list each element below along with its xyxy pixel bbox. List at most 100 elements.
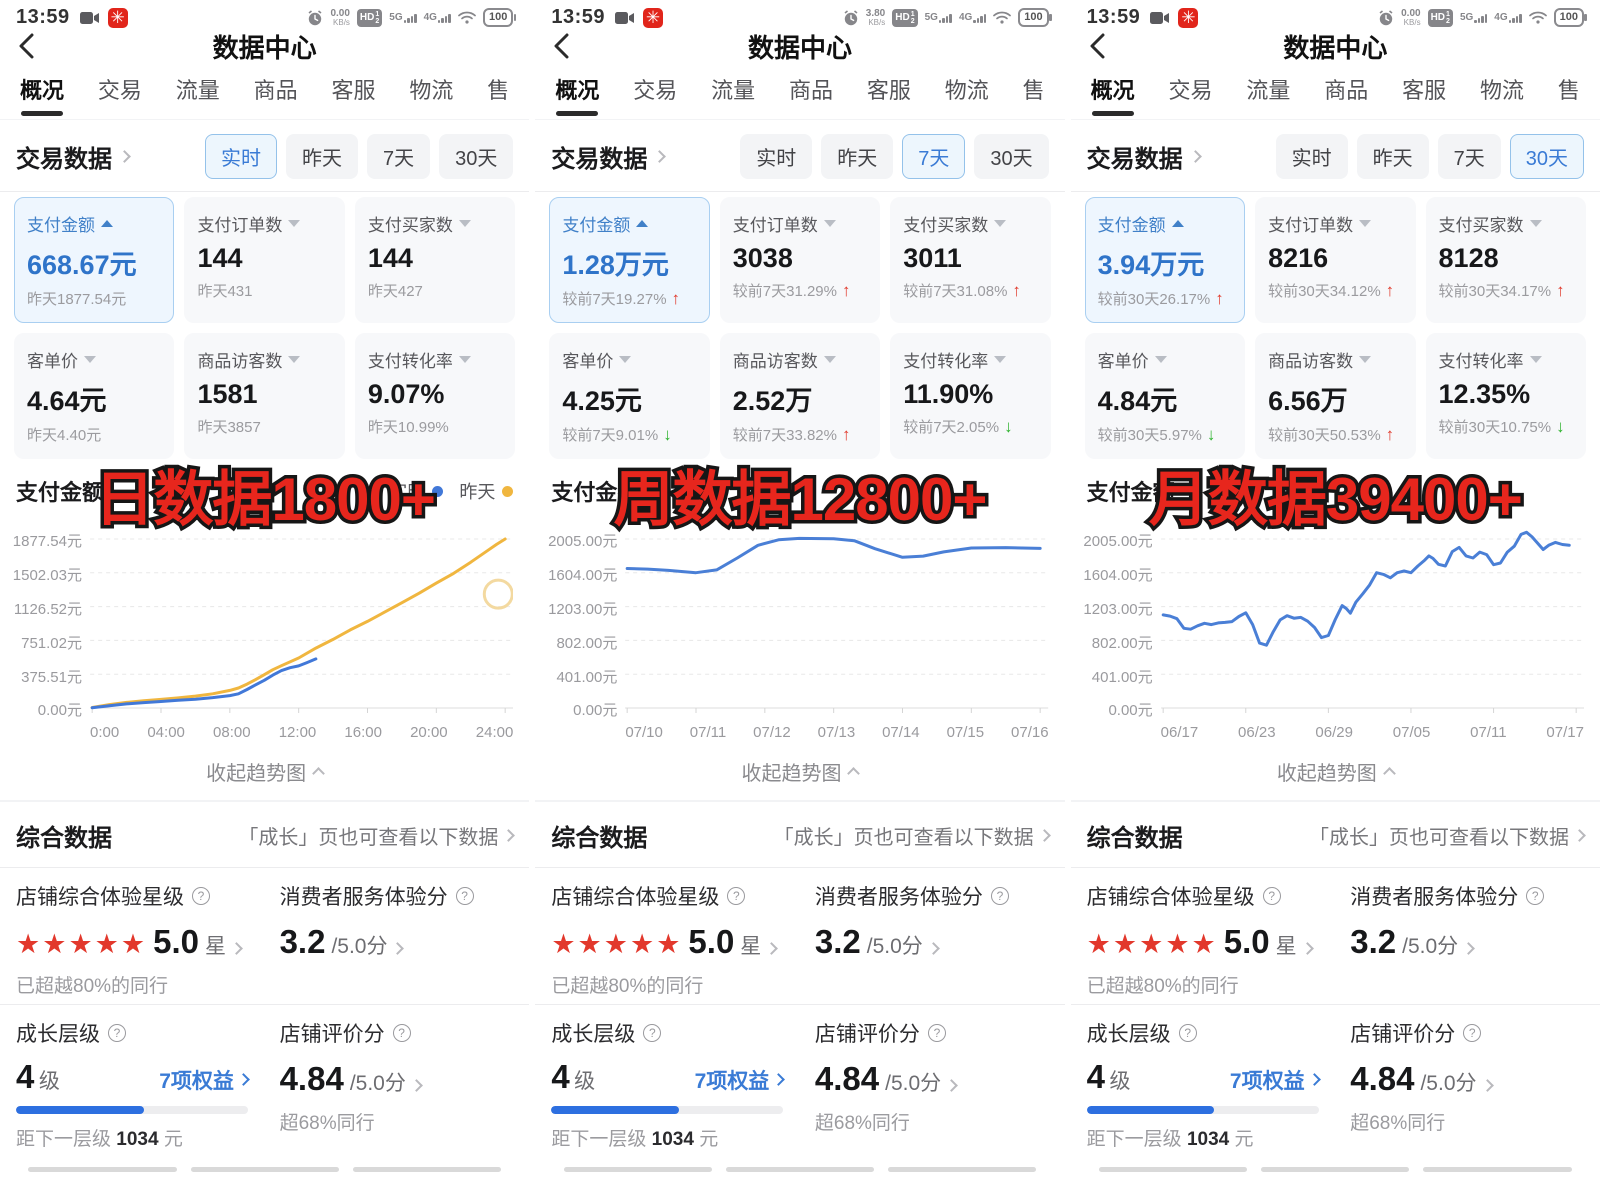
metric-card[interactable]: 支付转化率 9.07% 昨天10.99%	[354, 333, 516, 460]
help-icon[interactable]	[392, 1023, 411, 1042]
tab-商品[interactable]: 商品	[1324, 78, 1369, 103]
filter-30天[interactable]: 30天	[1509, 134, 1584, 180]
benefits-link[interactable]: 7项权益	[159, 1065, 250, 1095]
filter-昨天[interactable]: 昨天	[821, 134, 894, 180]
chevron-right-icon[interactable]	[391, 942, 405, 955]
metric-card[interactable]: 支付订单数 8216 较前30天34.12% ↑	[1255, 197, 1416, 324]
tab-售[interactable]: 售	[1022, 78, 1045, 103]
tab-交易[interactable]: 交易	[633, 78, 678, 103]
tab-客服[interactable]: 客服	[1402, 78, 1447, 103]
metric-card[interactable]: 支付订单数 3038 较前7天31.29% ↑	[719, 197, 881, 324]
metric-card[interactable]: 商品访客数 2.52万 较前7天33.82% ↑	[719, 333, 881, 460]
shop-star-metric: 店铺综合体验星级 ★★★★★ 5.0 星 已超越80%的同行	[551, 881, 815, 998]
benefits-link[interactable]: 7项权益	[1230, 1065, 1321, 1095]
metric-card[interactable]: 支付转化率 12.35% 较前30天10.75% ↓	[1425, 333, 1586, 460]
benefits-link[interactable]: 7项权益	[695, 1065, 786, 1095]
help-icon[interactable]	[455, 886, 474, 905]
tab-交易[interactable]: 交易	[97, 78, 142, 103]
collapse-trend-button[interactable]: 收起趋势图	[16, 741, 513, 800]
growth-level-metric: 成长层级 4 级 7项权益 距下一层级 1034 元	[551, 1018, 815, 1151]
metric-card[interactable]: 支付金额 668.67元 昨天1877.54元	[14, 197, 175, 324]
filter-实时[interactable]: 实时	[740, 134, 813, 180]
chevron-right-icon[interactable]	[409, 1079, 423, 1092]
legend-dot-icon	[502, 485, 514, 497]
service-value: 3.2	[279, 922, 326, 960]
chevron-right-icon	[502, 828, 516, 842]
metric-card[interactable]: 商品访客数 1581 昨天3857	[184, 333, 345, 460]
metric-card[interactable]: 支付买家数 3011 较前7天31.08% ↑	[890, 197, 1051, 324]
back-button[interactable]	[553, 29, 587, 63]
filter-实时[interactable]: 实时	[204, 134, 277, 180]
help-icon[interactable]	[927, 1023, 946, 1042]
tab-流量[interactable]: 流量	[175, 78, 220, 103]
metric-card[interactable]: 支付转化率 11.90% 较前7天2.05% ↓	[890, 333, 1051, 460]
chevron-right-icon[interactable]	[926, 942, 940, 955]
filter-昨天[interactable]: 昨天	[285, 134, 358, 180]
tab-流量[interactable]: 流量	[711, 78, 756, 103]
growth-page-link[interactable]: 「成长」页也可查看以下数据	[1309, 821, 1586, 850]
sort-caret-icon	[1529, 220, 1542, 228]
tab-概况[interactable]: 概况	[20, 73, 64, 116]
chevron-right-icon[interactable]	[945, 1079, 959, 1092]
tab-售[interactable]: 售	[1557, 78, 1580, 103]
chevron-right-icon	[772, 1073, 786, 1087]
metric-card[interactable]: 支付金额 3.94万元 较前30天26.17% ↑	[1084, 197, 1246, 324]
help-icon[interactable]	[192, 886, 210, 905]
help-icon[interactable]	[1526, 886, 1545, 905]
metric-card[interactable]: 商品访客数 6.56万 较前30天50.53% ↑	[1255, 333, 1416, 460]
tab-商品[interactable]: 商品	[253, 78, 298, 103]
metric-card[interactable]: 支付买家数 8128 较前30天34.17% ↑	[1425, 197, 1586, 324]
tab-售[interactable]: 售	[487, 78, 510, 103]
hd-call-icon: HD 1 2	[356, 8, 383, 27]
trend-arrow-icon: ↓	[1206, 424, 1216, 444]
filter-昨天[interactable]: 昨天	[1356, 134, 1429, 180]
chevron-right-icon[interactable]	[1300, 942, 1314, 955]
help-icon[interactable]	[990, 886, 1009, 905]
tab-流量[interactable]: 流量	[1246, 78, 1291, 103]
status-time: 13:59	[551, 6, 605, 28]
help-icon[interactable]	[643, 1023, 662, 1042]
help-icon[interactable]	[1178, 1023, 1197, 1042]
growth-page-link[interactable]: 「成长」页也可查看以下数据	[238, 821, 516, 850]
back-button[interactable]	[1089, 29, 1123, 63]
help-icon[interactable]	[727, 886, 746, 905]
metric-card[interactable]: 支付买家数 144 昨天427	[354, 197, 516, 324]
chevron-right-icon[interactable]	[765, 942, 779, 955]
help-icon[interactable]	[1262, 886, 1281, 905]
metric-compare: 昨天427	[367, 283, 423, 301]
growth-page-link[interactable]: 「成长」页也可查看以下数据	[774, 821, 1051, 850]
tab-客服[interactable]: 客服	[866, 78, 911, 103]
back-button[interactable]	[18, 29, 52, 63]
metric-card[interactable]: 支付订单数 144 昨天431	[184, 197, 345, 324]
tab-物流[interactable]: 物流	[944, 78, 989, 103]
collapse-trend-button[interactable]: 收起趋势图	[1087, 741, 1584, 800]
filter-7天[interactable]: 7天	[1437, 134, 1501, 180]
tab-物流[interactable]: 物流	[409, 78, 454, 103]
filter-7天[interactable]: 7天	[902, 134, 966, 180]
collapse-trend-button[interactable]: 收起趋势图	[551, 741, 1048, 800]
tab-客服[interactable]: 客服	[331, 78, 376, 103]
tab-概况[interactable]: 概况	[555, 73, 599, 116]
trade-data-title[interactable]: 交易数据	[551, 146, 648, 174]
filter-7天[interactable]: 7天	[366, 134, 431, 180]
chevron-right-icon[interactable]	[230, 942, 243, 955]
filter-实时[interactable]: 实时	[1275, 134, 1348, 180]
tab-交易[interactable]: 交易	[1168, 78, 1213, 103]
metric-card[interactable]: 客单价 4.84元 较前30天5.97% ↓	[1084, 333, 1246, 460]
service-value: 3.2	[814, 922, 861, 960]
metric-card[interactable]: 客单价 4.64元 昨天4.40元	[14, 333, 175, 460]
tab-概况[interactable]: 概况	[1091, 73, 1135, 116]
chevron-right-icon[interactable]	[1480, 1079, 1494, 1092]
chevron-right-icon[interactable]	[1462, 942, 1476, 955]
filter-30天[interactable]: 30天	[974, 134, 1049, 180]
tab-物流[interactable]: 物流	[1480, 78, 1525, 103]
trade-data-title[interactable]: 交易数据	[1086, 146, 1183, 174]
tab-商品[interactable]: 商品	[788, 78, 833, 103]
trade-data-title[interactable]: 交易数据	[16, 146, 112, 174]
help-icon[interactable]	[108, 1023, 126, 1042]
metric-card[interactable]: 支付金额 1.28万元 较前7天19.27% ↑	[549, 197, 710, 324]
metric-card[interactable]: 客单价 4.25元 较前7天9.01% ↓	[549, 333, 710, 460]
filter-30天[interactable]: 30天	[439, 134, 514, 180]
section-separator	[1070, 800, 1600, 802]
help-icon[interactable]	[1463, 1023, 1482, 1042]
